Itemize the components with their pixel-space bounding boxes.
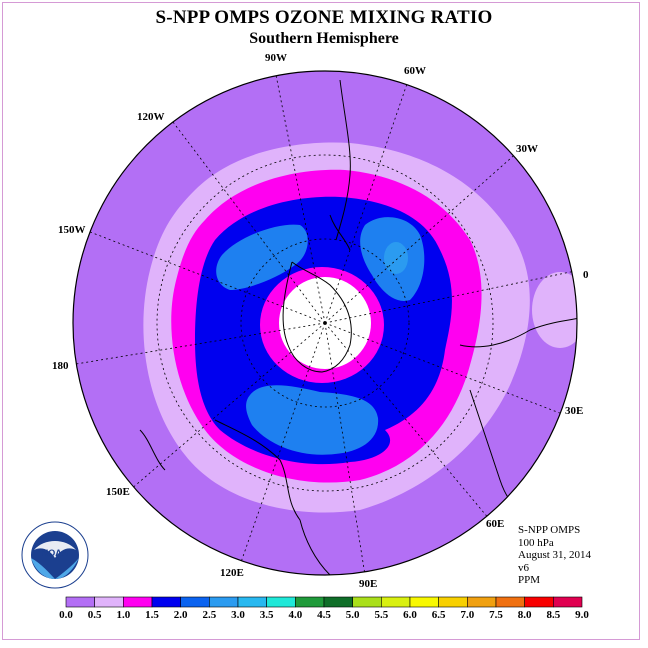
logo-text: NOAA <box>42 548 69 558</box>
info-date: August 31, 2014 <box>518 549 592 561</box>
field-level-2-0-west <box>216 224 308 290</box>
ozone-field <box>73 71 577 575</box>
figure-frame <box>2 2 640 640</box>
south-pole-marker <box>323 321 327 325</box>
figure-title: S-NPP OMPS OZONE MIXING RATIO <box>155 7 493 28</box>
lon-label-180: 180 <box>52 360 69 372</box>
lon-label-150e: 150E <box>106 486 130 498</box>
lon-label-60w: 60W <box>404 65 426 77</box>
figure-subtitle: Southern Hemisphere <box>249 30 399 47</box>
field-level-2-5-northeast <box>384 242 408 274</box>
longitude-labels: 90W 60W 30W 0 30E 60E 90E 120E 150E 180 … <box>52 52 589 590</box>
map-border <box>72 70 578 576</box>
info-units: PPM <box>518 574 541 586</box>
lon-label-60e: 60E <box>486 518 504 530</box>
lon-label-120w: 120W <box>137 111 165 123</box>
coastlines <box>139 79 577 575</box>
info-level: 100 hPa <box>518 536 554 549</box>
lon-label-90e: 90E <box>359 578 377 590</box>
info-block: S-NPP OMPS 100 hPa August 31, 2014 v6 PP… <box>518 524 591 587</box>
lon-label-150w: 150W <box>58 224 86 236</box>
lon-label-90w: 90W <box>265 52 287 64</box>
info-version: v6 <box>518 561 529 574</box>
lon-label-0: 0 <box>583 269 589 281</box>
lon-label-30e: 30E <box>565 405 583 417</box>
info-instrument: S-NPP OMPS <box>518 524 581 536</box>
noaa-logo-icon: NOAA <box>21 521 89 589</box>
graticule <box>73 71 577 575</box>
lon-label-120e: 120E <box>220 567 244 579</box>
field-level-0-5-east <box>532 272 577 348</box>
field-level-2-0-south <box>246 385 379 455</box>
lon-label-30w: 30W <box>516 143 538 155</box>
